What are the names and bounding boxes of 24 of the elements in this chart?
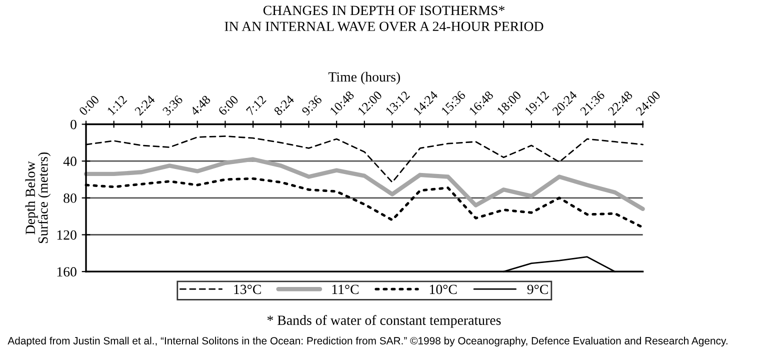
legend-label: 9°C	[527, 284, 548, 294]
x-axis-title: Time (hours)	[328, 72, 400, 84]
x-tick-label: 6:00	[218, 94, 239, 116]
text: * Bands of water of constant temperatures	[267, 315, 501, 328]
chart-title: CHANGES IN DEPTH OF ISOTHERMS* IN AN INTERNAL WAVE OVER A 24-HOUR PERIOD	[224, 6, 544, 32]
x-tick-label: 3:36	[162, 94, 184, 116]
legend-label: 10°C	[430, 284, 457, 294]
y-tick-label: 0	[70, 120, 76, 130]
legend-label: 11°C	[332, 284, 359, 294]
y-tick-label: 40	[63, 156, 76, 166]
x-tick-label: 0:00	[78, 94, 100, 116]
x-tick-label: 4:48	[190, 94, 211, 116]
x-tick-label: 1:12	[106, 95, 128, 116]
y-tick-label: 80	[64, 193, 76, 203]
line-series	[84, 157, 645, 212]
x-tick-label: 2:24	[134, 94, 156, 116]
y-tick-label: 120	[57, 230, 76, 240]
text: Adapted from Justin Small et al., “Internal Solitons in the Ocean: Prediction from SAR.” ©1998 by Oceanography, Defence Evaluation and Research Agency.	[8, 336, 728, 347]
y-axis-title: Depth Below Surface (meters)	[25, 152, 51, 244]
x-tick-label: 7:12	[246, 95, 267, 116]
x-tick-label: 9:36	[301, 94, 322, 116]
legend-label: 13°C	[234, 284, 261, 294]
x-tick-label: 8:24	[273, 94, 295, 116]
y-tick-label: 160	[57, 267, 76, 277]
